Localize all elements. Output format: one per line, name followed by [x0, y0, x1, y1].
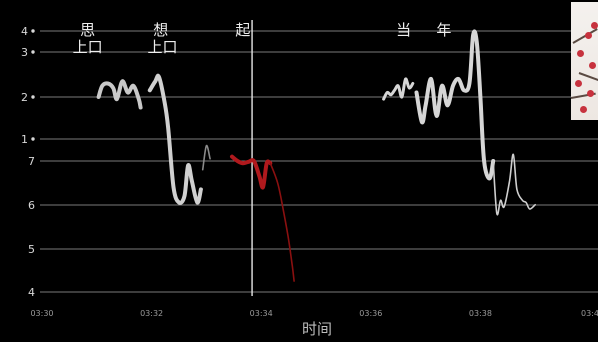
y-tick-label: 4 [28, 286, 35, 299]
pitch-curve-0 [96, 79, 143, 110]
blossom-thumbnail [571, 2, 598, 120]
lyric-subchar: 上口 [148, 38, 178, 56]
blossom-shape [587, 90, 594, 97]
y-tick-label: 1 [21, 133, 28, 146]
branch-shape [578, 72, 598, 82]
lyric-char: 起 [235, 21, 250, 39]
lyric-char: 当 [396, 21, 411, 39]
blossom-shape [591, 22, 598, 29]
y-tick-dot [31, 29, 35, 33]
y-tick-label: 4 [21, 25, 28, 38]
y-tick-dot [31, 95, 35, 99]
pitch-curve-6 [414, 29, 496, 181]
x-tick-label: 03:30 [30, 309, 53, 318]
y-tick-label: 3 [21, 46, 28, 59]
y-tick-label: 5 [28, 243, 35, 256]
blossom-shape [585, 32, 592, 39]
blossom-shape [575, 80, 582, 87]
pitch-curve-2 [201, 144, 211, 171]
lyric-char: 年 [436, 21, 451, 39]
pitch-curve-7 [492, 153, 536, 216]
blossom-shape [580, 106, 587, 113]
blossom-shape [589, 62, 596, 69]
pitch-curve-1 [147, 73, 203, 205]
lyric-char: 想 [153, 21, 168, 39]
blossom-shape [577, 50, 584, 57]
lyric-subchar: 上口 [73, 38, 103, 56]
x-tick-label: 03:32 [140, 309, 163, 318]
x-tick-label: 03:38 [469, 309, 492, 318]
y-tick-dot [31, 137, 35, 141]
y-tick-dot [31, 50, 35, 54]
x-tick-label: 03:4 [581, 309, 598, 318]
y-tick-label: 6 [28, 199, 35, 212]
x-tick-label: 03:36 [359, 309, 382, 318]
pitch-curve-3 [230, 154, 273, 190]
pitch-curve-5 [382, 77, 415, 101]
lyric-char: 思 [80, 21, 95, 39]
y-tick-label: 2 [21, 91, 28, 104]
x-tick-label: 03:34 [250, 309, 273, 318]
x-axis-label: 时间 [302, 320, 332, 338]
y-tick-label: 7 [28, 155, 35, 168]
pitch-curve-4 [269, 162, 295, 282]
